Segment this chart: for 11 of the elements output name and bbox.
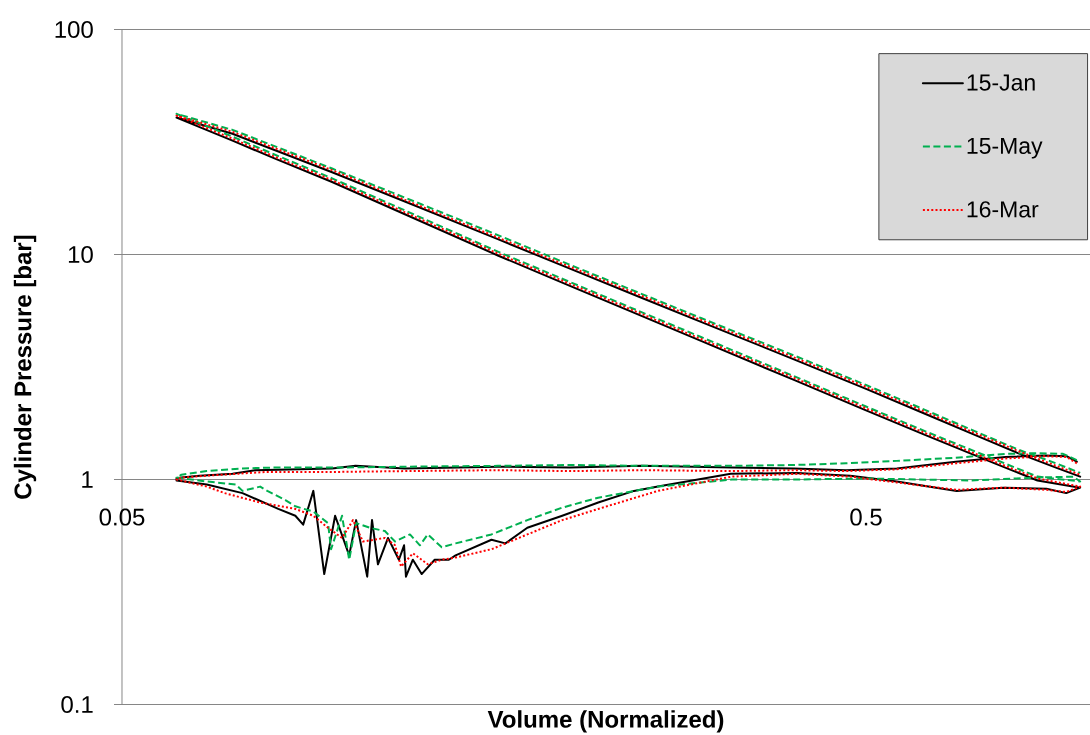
y-tick-label: 0.1 [61,696,93,713]
legend-label: 15-May [967,137,1043,159]
y-tick-label: 100 [55,21,93,38]
legend-label: 16-Mar [967,201,1039,218]
x-axis-title: Volume (Normalized) [487,710,724,733]
x-tick-label: 0.05 [99,508,145,526]
legend-label: 15-Jan [967,74,1035,91]
x-tick-label: 0.5 [850,508,882,526]
y-tick-label: 10 [68,246,93,263]
y-axis-title: Cylinder Pressure [bar] [13,235,37,499]
y-tick-label: 1 [82,471,93,488]
